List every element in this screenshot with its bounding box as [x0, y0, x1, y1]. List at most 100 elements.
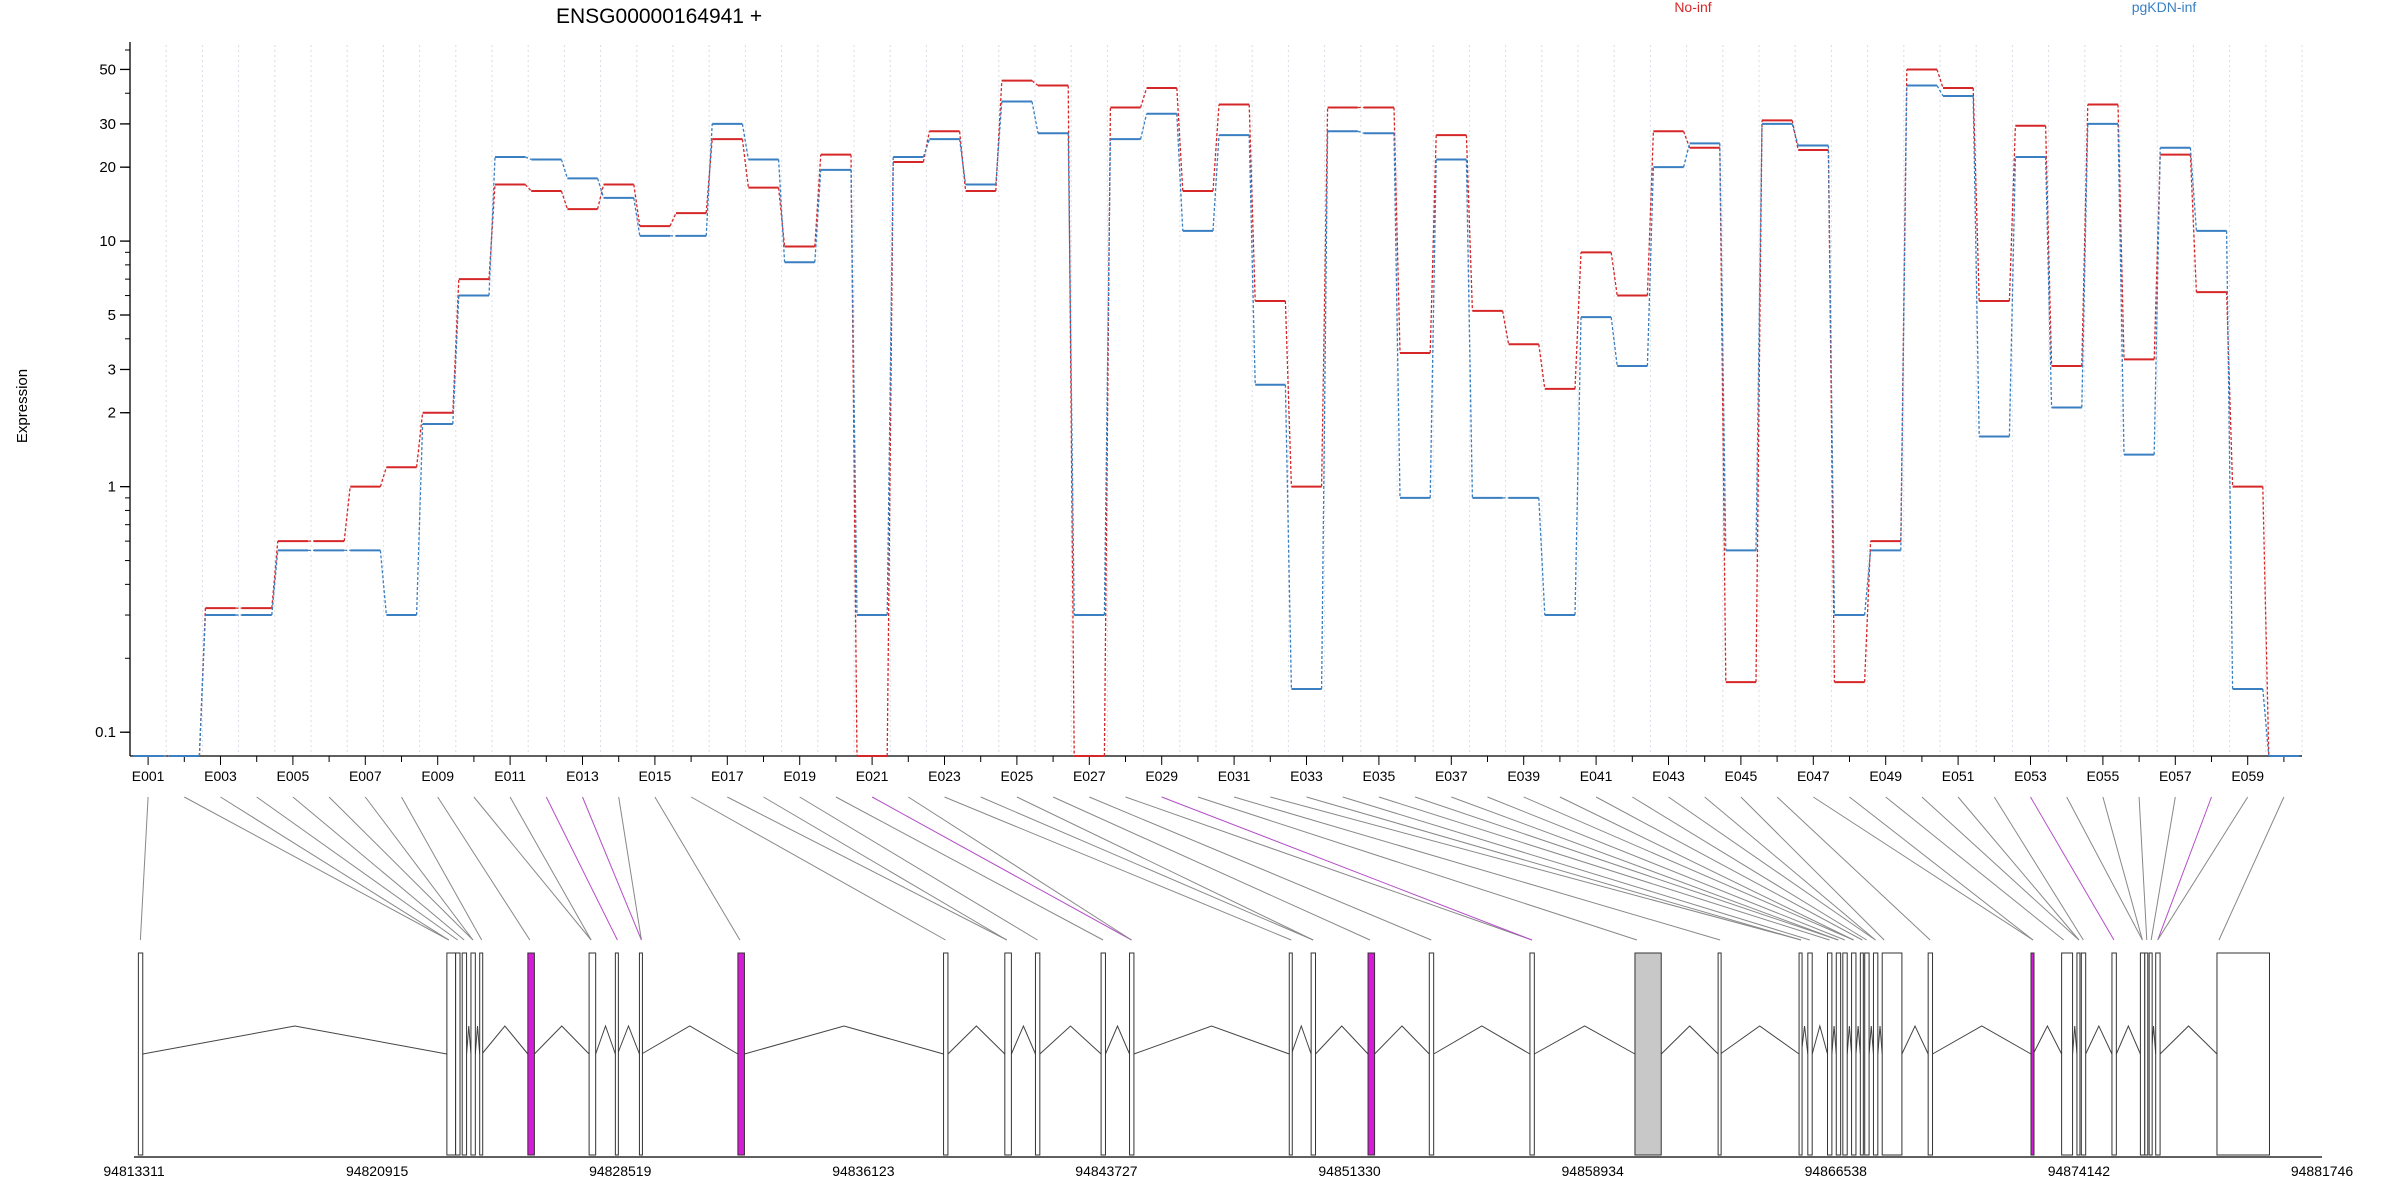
data-connector [705, 139, 713, 214]
exon-box [1851, 952, 1857, 1156]
intron-line [1290, 1024, 1312, 1055]
exon-connector-line [1306, 796, 1802, 941]
intron-line [1855, 1025, 1861, 1055]
exon-connector-line [1161, 796, 1533, 941]
intron-line [1374, 1025, 1430, 1055]
exon-connector-line [1378, 796, 1830, 941]
intron-line [2085, 1024, 2113, 1055]
x-tick-label: E001 [132, 768, 165, 784]
data-connector [596, 184, 605, 210]
intron-line [1811, 1024, 1828, 1055]
data-connector [1248, 135, 1256, 385]
data-connector [1393, 107, 1401, 354]
exon-box [479, 952, 484, 1156]
data-connector [379, 467, 388, 487]
y-axis-label: Expression [14, 369, 31, 443]
exon-connector-line [835, 796, 1104, 941]
exon-connectors [139, 796, 2285, 941]
data-connector [271, 541, 279, 609]
x-tick-label: E019 [783, 768, 816, 784]
data-connector [1682, 143, 1691, 168]
exon-box [1872, 952, 1879, 1156]
data-connector [1936, 69, 1944, 89]
intron-line [1105, 1024, 1130, 1055]
data-connector [1429, 135, 1437, 354]
exon-connector-line [1089, 796, 1432, 941]
x-tick-label: E017 [711, 768, 744, 784]
data-connector [1103, 139, 1112, 616]
exon-box [2144, 952, 2149, 1156]
data-connector [2189, 154, 2198, 293]
data-connector [850, 169, 858, 616]
intron-line [1039, 1025, 1102, 1055]
exon-connector-line [437, 796, 531, 941]
intron-line [2072, 1025, 2078, 1055]
x-tick-label: E045 [1725, 768, 1758, 784]
data-connector [1031, 80, 1039, 87]
genomic-coordinate-axis: 94813311 94820915 94828519 94836123 94843727… [103, 1156, 2354, 1179]
exon-connector-line [654, 796, 741, 941]
data-connector [415, 412, 424, 468]
coord-label: 94866538 [1805, 1163, 1868, 1179]
exon-connector-line [220, 796, 450, 941]
y-tick-label: 0.1 [95, 724, 116, 741]
x-tick-label: E033 [1290, 768, 1323, 784]
intron-line [1901, 1024, 1929, 1055]
data-connector [524, 156, 532, 161]
coord-label: 94851330 [1318, 1163, 1381, 1179]
series-layer [133, 68, 2299, 757]
intron-line [595, 1024, 616, 1055]
exon-connector-line [1451, 796, 1839, 941]
exon-box [1428, 952, 1435, 1156]
exon-connector-line [1052, 796, 1371, 941]
x-tick-label: E043 [1652, 768, 1685, 784]
exon-box [1288, 952, 1293, 1156]
data-connector [488, 156, 496, 296]
data-connector [958, 139, 967, 185]
data-connector [2153, 147, 2161, 455]
y-tick-label: 1 [108, 479, 116, 496]
coord-label: 94828519 [589, 1163, 652, 1179]
x-tick-label: E055 [2087, 768, 2120, 784]
exon-box [2061, 952, 2074, 1156]
data-connector [741, 139, 750, 188]
intron-line [474, 1025, 481, 1055]
data-connector [1212, 104, 1220, 192]
x-tick-label: E039 [1507, 768, 1540, 784]
x-tick-label: E029 [1145, 768, 1178, 784]
exon-connector-line [139, 796, 149, 941]
data-connector [1972, 88, 1980, 302]
data-connector [1212, 135, 1220, 231]
exon-connector-line [401, 796, 483, 941]
data-connector [452, 279, 460, 413]
exon-connector-line [618, 796, 642, 941]
exon-connector-line [473, 796, 592, 941]
exon-box [1129, 952, 1135, 1156]
data-connector [1139, 113, 1148, 140]
exon-box [1842, 952, 1848, 1156]
coord-label: 94881746 [2291, 1163, 2354, 1179]
y-tick-label: 5 [108, 307, 116, 324]
exon-connector-line [1016, 796, 1314, 941]
legend-pgkdn-inf: pgKDN-inf [2132, 0, 2197, 15]
data-connector [524, 184, 532, 192]
data-connector [2008, 125, 2017, 302]
x-tick-label: E047 [1797, 768, 1830, 784]
exon-connector-line [2157, 796, 2212, 941]
data-connector [1320, 131, 1329, 689]
data-connector [1176, 87, 1184, 191]
exon-connector-line [1559, 796, 1854, 941]
x-tick-label: E005 [277, 768, 310, 784]
exon-box [1827, 952, 1833, 1156]
x-tick-label: E013 [566, 768, 599, 784]
data-connector [2262, 688, 2270, 757]
exon-box [1835, 952, 1842, 1156]
exon-connector-line [944, 796, 1292, 941]
intron-line [744, 1025, 944, 1055]
exon-connector-line [1125, 796, 1533, 941]
data-connector [2117, 123, 2125, 455]
x-tick-label: E035 [1363, 768, 1396, 784]
exon-connector-line [1414, 796, 1839, 941]
exon-connector-line [1849, 796, 2034, 941]
